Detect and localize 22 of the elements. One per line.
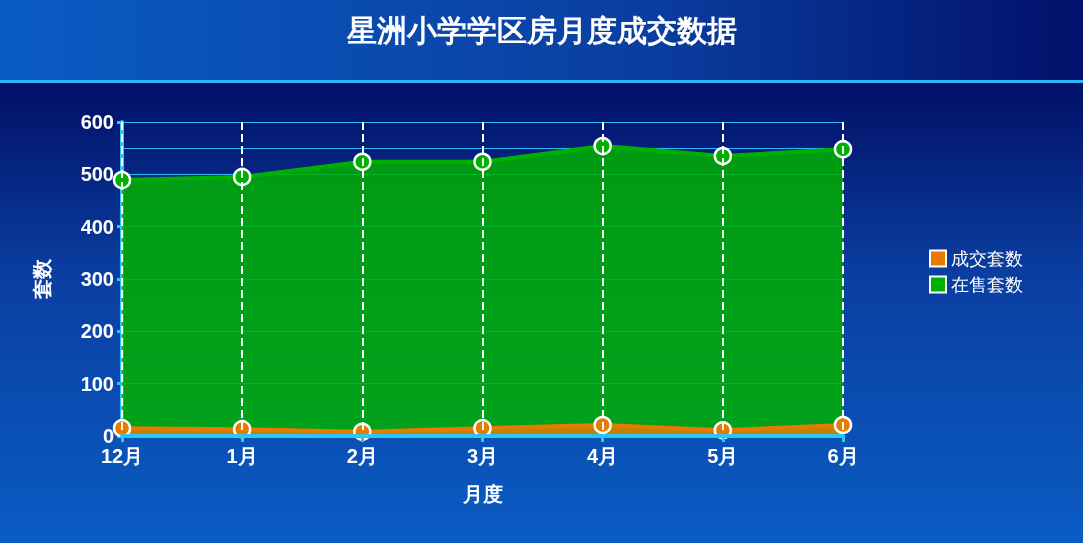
y-tick-label: 400 [80, 215, 114, 238]
x-tick-label: 2月 [346, 445, 378, 467]
point [833, 415, 853, 435]
legend-label: 在售套数 [951, 274, 1023, 295]
y-tick-label: 0 [102, 425, 114, 447]
x-tick-label: 12月 [100, 445, 144, 467]
legend-label: 成交套数 [951, 248, 1023, 269]
x-tick-label: 1月 [226, 445, 258, 467]
x-tick-label: 4月 [587, 445, 619, 467]
y-tick-label: 100 [80, 372, 114, 395]
y-tick-label: 300 [80, 268, 114, 290]
point [112, 418, 132, 438]
x-axis-title: 月度 [461, 483, 503, 505]
point [593, 415, 612, 435]
chart-title: 星洲小学学区房月度成交数据 [345, 12, 737, 48]
y-tick-label: 600 [80, 111, 114, 133]
y-axis-title: 套数 [31, 258, 53, 300]
x-tick-label: 3月 [466, 445, 499, 467]
y-tick-label: 200 [80, 320, 114, 343]
x-tick-label: 6月 [827, 445, 859, 467]
y-tick-label: 500 [80, 163, 114, 186]
x-tick-label: 5月 [707, 445, 739, 467]
